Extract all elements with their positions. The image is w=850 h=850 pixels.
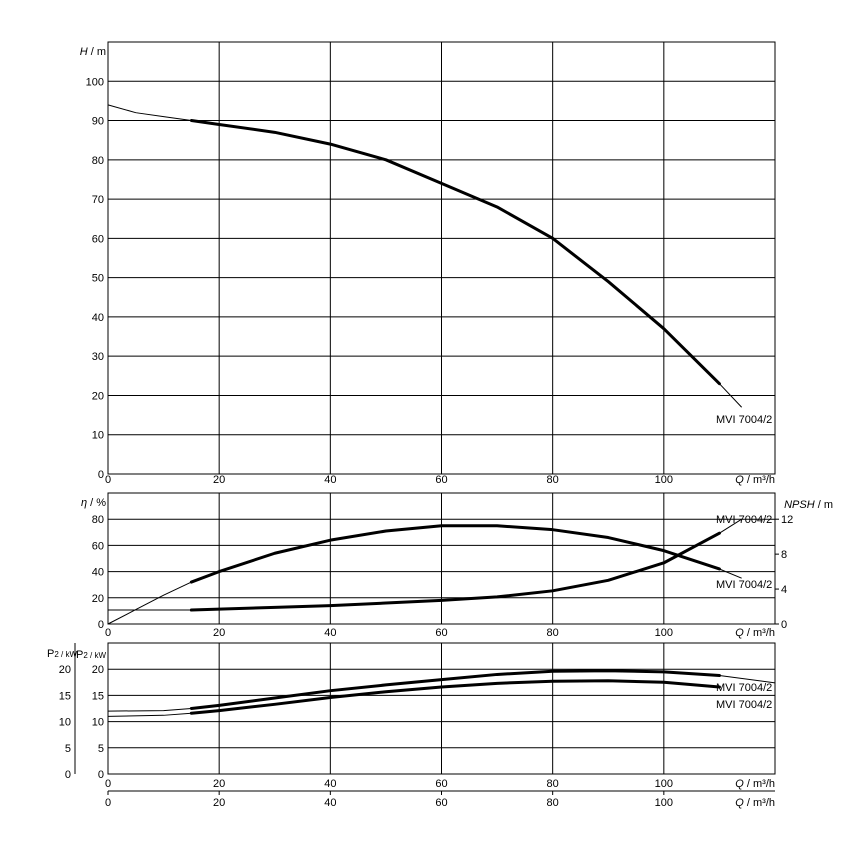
series-line: [189, 119, 721, 386]
y2-tick-label: 12: [781, 514, 793, 526]
panel-head: 0 20 40 60 80 100 0 10 20 30 40 50 60 70 80 90 100 H / m Q…: [80, 41, 776, 486]
y-tick-label: 40: [92, 567, 104, 579]
y-tick-label: 5: [98, 743, 104, 755]
x-axis-label: Q / m³/h: [735, 474, 775, 486]
series-label: MVI 7004/2: [716, 514, 772, 526]
y2-tick-label: 4: [781, 584, 787, 596]
series-label: MVI 7004/2: [716, 682, 772, 694]
second-x-tick-label: 80: [547, 797, 559, 809]
outer-y-tick-label: 5: [65, 743, 71, 755]
y-tick-label: 20: [92, 390, 104, 402]
y-tick-label: 80: [92, 155, 104, 167]
series-line-thin: [108, 518, 742, 611]
second-x-tick-label: 100: [655, 797, 673, 809]
y-tick-label: 80: [92, 514, 104, 526]
y-tick-label: 50: [92, 273, 104, 285]
outer-y-tick-label: 15: [59, 690, 71, 702]
y2-tick-label: 0: [781, 619, 787, 631]
outer-y-tick-label: 0: [65, 769, 71, 781]
outer-y-tick-label: 20: [59, 664, 71, 676]
series-line: [189, 669, 721, 710]
x-tick-label: 100: [655, 474, 673, 486]
y-tick-label: 70: [92, 194, 104, 206]
second-x-tick-label: 40: [324, 797, 336, 809]
series-line: [189, 524, 721, 584]
panel-efficiency_npsh: 0 20 40 60 80 100 0 20 40 60 80 0 4 8 12 NPSH / m η / % Q…: [81, 492, 833, 639]
x-tick-label: 80: [547, 627, 559, 639]
x-tick-label: 60: [435, 474, 447, 486]
x-tick-label: 20: [213, 778, 225, 790]
x-tick-label: 60: [435, 627, 447, 639]
y-tick-label: 60: [92, 233, 104, 245]
series-line-thin: [107, 104, 743, 408]
x-axis-label: Q / m³/h: [735, 627, 775, 639]
series-label: MVI 7004/2: [716, 414, 772, 426]
x-axis-label: Q / m³/h: [735, 778, 775, 790]
second-x-axis: 0 20 40 60 80 100 Q / m³/h: [105, 790, 775, 809]
x-tick-label: 40: [324, 474, 336, 486]
y-tick-label: 90: [92, 116, 104, 128]
y-tick-label: 20: [92, 593, 104, 605]
y-axis-label: H / m: [80, 46, 106, 58]
y-tick-label: 0: [98, 469, 104, 481]
y-tick-label: 100: [86, 76, 104, 88]
x-tick-label: 0: [105, 778, 111, 790]
x-tick-label: 100: [655, 778, 673, 790]
y-tick-label: 10: [92, 430, 104, 442]
y-tick-label: 30: [92, 351, 104, 363]
series-label: MVI 7004/2: [716, 579, 772, 591]
x-tick-label: 80: [547, 778, 559, 790]
x-tick-label: 0: [105, 474, 111, 486]
y-tick-label: 0: [98, 769, 104, 781]
y-tick-label: 40: [92, 312, 104, 324]
y-tick-label: 60: [92, 540, 104, 552]
y-axis-label: η / %: [81, 497, 106, 509]
y-tick-label: 15: [92, 690, 104, 702]
outer-y-tick-label: 10: [59, 717, 71, 729]
y2-tick-label: 8: [781, 549, 787, 561]
second-x-axis-label: Q / m³/h: [735, 797, 775, 809]
x-tick-label: 100: [655, 627, 673, 639]
outer-y-axis-label: P2 / kW: [47, 648, 77, 660]
x-tick-label: 0: [105, 627, 111, 639]
x-tick-label: 80: [547, 474, 559, 486]
series-line: [189, 531, 721, 612]
x-tick-label: 20: [213, 627, 225, 639]
second-x-tick-label: 0: [105, 797, 111, 809]
y-tick-label: 20: [92, 664, 104, 676]
x-tick-label: 20: [213, 474, 225, 486]
series-line: [189, 679, 721, 715]
x-tick-label: 40: [324, 627, 336, 639]
y-tick-label: 10: [92, 717, 104, 729]
x-tick-label: 60: [435, 778, 447, 790]
y-axis-label: P2 / kW: [76, 649, 106, 661]
series-label: MVI 7004/2: [716, 699, 772, 711]
second-x-tick-label: 60: [435, 797, 447, 809]
second-x-tick-label: 20: [213, 797, 225, 809]
x-tick-label: 40: [324, 778, 336, 790]
y-tick-label: 0: [98, 619, 104, 631]
y2-axis-label: NPSH / m: [784, 499, 833, 511]
